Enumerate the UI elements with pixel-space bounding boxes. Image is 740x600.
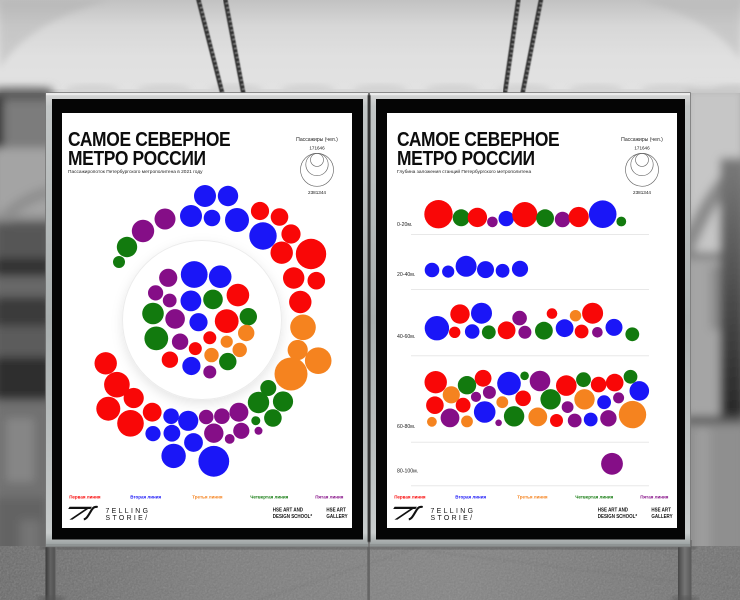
svg-text:80-100м.: 80-100м. — [397, 469, 418, 475]
svg-text:60-80м.: 60-80м. — [397, 424, 415, 430]
svg-text:Первая линия: Первая линия — [69, 495, 101, 500]
svg-text:HSE ART AND: HSE ART AND — [273, 507, 304, 514]
svg-text:HSE ART: HSE ART — [326, 507, 346, 514]
svg-text:Четвертая линия: Четвертая линия — [575, 495, 613, 500]
svg-text:САМОЕ СЕВЕРНОЕ: САМОЕ СЕВЕРНОЕ — [68, 129, 230, 152]
svg-text:Пятая линия: Пятая линия — [315, 495, 344, 500]
svg-text:2381344: 2381344 — [308, 190, 326, 195]
svg-text:Пятая линия: Пятая линия — [640, 495, 669, 500]
svg-text:STORIE/: STORIE/ — [431, 515, 475, 522]
svg-text:Четвертая линия: Четвертая линия — [250, 495, 288, 500]
svg-text:Третья линия: Третья линия — [192, 495, 223, 500]
svg-text:Третья линия: Третья линия — [517, 495, 548, 500]
svg-text:Вторая линия: Вторая линия — [130, 495, 161, 500]
svg-text:7ELLING: 7ELLING — [431, 508, 476, 515]
svg-text:HSE ART: HSE ART — [651, 507, 671, 514]
svg-text:САМОЕ СЕВЕРНОЕ: САМОЕ СЕВЕРНОЕ — [397, 129, 559, 152]
svg-text:HSE ART AND: HSE ART AND — [598, 507, 629, 514]
svg-text:171646: 171646 — [634, 146, 650, 151]
svg-text:DESIGN SCHOOL*: DESIGN SCHOOL* — [273, 514, 312, 521]
svg-text:Пассажиропоток Петербургского: Пассажиропоток Петербургского метрополит… — [68, 169, 203, 175]
svg-text:GALLERY: GALLERY — [326, 514, 348, 521]
svg-text:Первая линия: Первая линия — [394, 495, 426, 500]
svg-text:40-60м.: 40-60м. — [397, 334, 415, 340]
svg-text:Пассажиры (чел.): Пассажиры (чел.) — [621, 137, 663, 143]
svg-text:DESIGN SCHOOL*: DESIGN SCHOOL* — [598, 514, 637, 521]
svg-text:STORIE/: STORIE/ — [106, 515, 150, 522]
svg-text:7ELLING: 7ELLING — [106, 508, 151, 515]
svg-text:Пассажиры (чел.): Пассажиры (чел.) — [296, 137, 338, 143]
svg-text:GALLERY: GALLERY — [651, 514, 673, 521]
svg-text:171646: 171646 — [309, 146, 325, 151]
svg-text:2381344: 2381344 — [633, 190, 651, 195]
svg-text:20-40м.: 20-40м. — [397, 272, 415, 278]
svg-text:МЕТРО РОССИИ: МЕТРО РОССИИ — [68, 148, 206, 171]
svg-text:Глубина заложения станций Пете: Глубина заложения станций Петербургского… — [397, 168, 531, 175]
svg-text:МЕТРО РОССИИ: МЕТРО РОССИИ — [397, 148, 535, 171]
svg-text:Вторая линия: Вторая линия — [455, 495, 486, 500]
svg-text:0-20м.: 0-20м. — [397, 222, 412, 228]
